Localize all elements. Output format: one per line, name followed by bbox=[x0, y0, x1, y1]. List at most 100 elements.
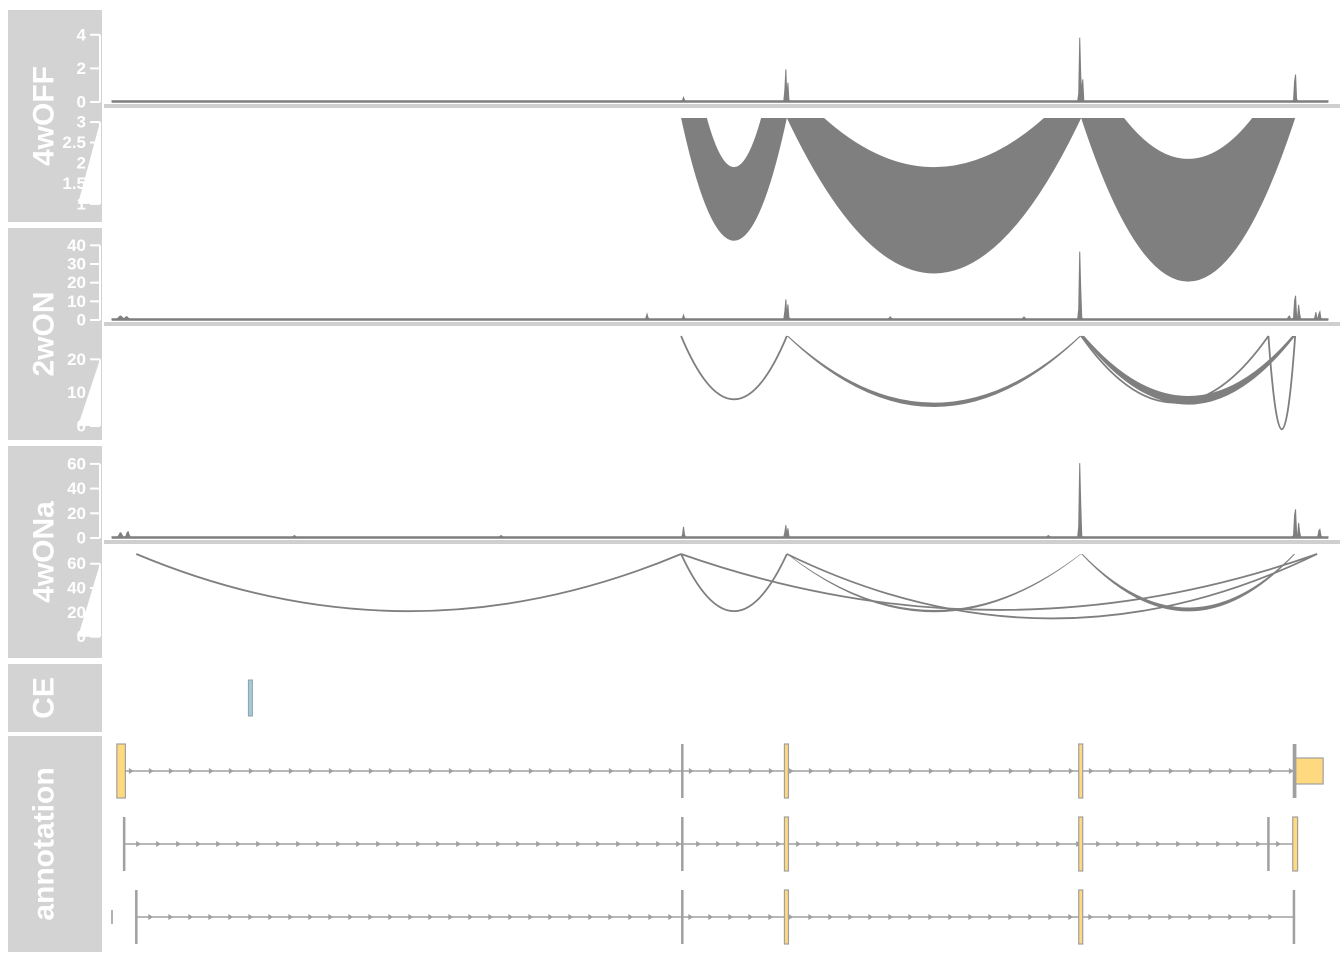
strand-arrow bbox=[808, 914, 813, 920]
strand-arrow bbox=[1169, 768, 1174, 774]
strand-arrow bbox=[589, 768, 594, 774]
strand-arrow bbox=[709, 768, 714, 774]
strand-arrow bbox=[276, 841, 281, 847]
strand-arrow bbox=[768, 914, 773, 920]
track-panels bbox=[104, 38, 1340, 944]
strand-arrow bbox=[928, 914, 933, 920]
strand-arrow bbox=[449, 768, 454, 774]
strand-arrow bbox=[468, 914, 473, 920]
strand-arrow bbox=[369, 768, 374, 774]
strand-arrow bbox=[549, 768, 554, 774]
strand-arrow bbox=[1009, 768, 1014, 774]
strand-arrow bbox=[848, 914, 853, 920]
junction-arc bbox=[136, 554, 681, 611]
strand-arrow bbox=[1189, 768, 1194, 774]
junction-arc bbox=[1081, 336, 1295, 405]
strand-arrow bbox=[849, 768, 854, 774]
strand-arrow bbox=[349, 768, 354, 774]
ce-region bbox=[248, 680, 252, 716]
strand-arrow bbox=[1008, 914, 1013, 920]
y-tick-label: 20 bbox=[67, 504, 86, 523]
strand-arrow bbox=[716, 841, 721, 847]
junction-arc bbox=[787, 554, 1081, 612]
strip-label: 4wOFF bbox=[28, 66, 61, 166]
strand-arrow bbox=[1096, 841, 1101, 847]
strand-arrow bbox=[1216, 841, 1221, 847]
y-tick-label: 10 bbox=[67, 383, 86, 402]
strand-arrow bbox=[329, 768, 334, 774]
strand-arrow bbox=[569, 768, 574, 774]
strand-arrow bbox=[628, 914, 633, 920]
strand-arrow bbox=[1256, 841, 1261, 847]
strand-arrow bbox=[1148, 914, 1153, 920]
coding-exon bbox=[1079, 890, 1083, 944]
strand-arrow bbox=[249, 768, 254, 774]
strand-arrow bbox=[409, 768, 414, 774]
strand-arrow bbox=[316, 841, 321, 847]
strand-arrow bbox=[789, 768, 794, 774]
y-tick-label: 60 bbox=[67, 554, 86, 573]
strand-arrow bbox=[976, 841, 981, 847]
strand-arrow bbox=[356, 841, 361, 847]
y-tick-label: 40 bbox=[67, 479, 86, 498]
strand-arrow bbox=[869, 768, 874, 774]
strand-arrow bbox=[616, 841, 621, 847]
strand-arrow bbox=[348, 914, 353, 920]
y-tick-label: 4 bbox=[77, 25, 87, 44]
strand-arrow bbox=[989, 768, 994, 774]
strand-arrow bbox=[1228, 914, 1233, 920]
strand-arrow bbox=[1129, 768, 1134, 774]
transcript-model bbox=[117, 744, 1323, 798]
strand-arrow bbox=[949, 768, 954, 774]
strand-arrow bbox=[908, 914, 913, 920]
strand-arrow bbox=[829, 768, 834, 774]
strand-arrow bbox=[1196, 841, 1201, 847]
strand-arrow bbox=[1268, 914, 1273, 920]
strand-arrow bbox=[796, 841, 801, 847]
y-tick-label: 0 bbox=[77, 93, 86, 112]
strand-arrow bbox=[889, 768, 894, 774]
strand-arrow bbox=[1276, 841, 1281, 847]
strand-arrow bbox=[1229, 768, 1234, 774]
strand-arrow bbox=[509, 768, 514, 774]
strand-arrow bbox=[188, 914, 193, 920]
strand-arrow bbox=[988, 914, 993, 920]
strand-arrow bbox=[136, 841, 141, 847]
y-tick-label: 3 bbox=[77, 113, 86, 132]
strand-arrow bbox=[1028, 914, 1033, 920]
strand-arrow bbox=[208, 914, 213, 920]
strand-arrow bbox=[956, 841, 961, 847]
y-tick-label: 1.5 bbox=[62, 174, 86, 193]
strand-arrow bbox=[588, 914, 593, 920]
strand-arrow bbox=[268, 914, 273, 920]
strand-arrow bbox=[149, 768, 154, 774]
strand-arrow bbox=[576, 841, 581, 847]
strand-arrow bbox=[309, 768, 314, 774]
strand-arrow bbox=[1208, 914, 1213, 920]
y-tick-label: 1 bbox=[77, 194, 86, 213]
strand-arrow bbox=[1049, 768, 1054, 774]
junction-arc bbox=[681, 554, 1317, 610]
strand-arrow bbox=[1069, 768, 1074, 774]
strand-arrow bbox=[1016, 841, 1021, 847]
y-tick-label: 20 bbox=[67, 603, 86, 622]
strand-arrow bbox=[1128, 914, 1133, 920]
strand-arrow bbox=[696, 841, 701, 847]
strand-arrow bbox=[428, 914, 433, 920]
strand-arrow bbox=[896, 841, 901, 847]
strand-arrow bbox=[649, 768, 654, 774]
strand-arrow bbox=[668, 914, 673, 920]
strand-arrow bbox=[689, 768, 694, 774]
strand-arrow bbox=[609, 768, 614, 774]
strand-arrow bbox=[788, 914, 793, 920]
strand-arrow bbox=[596, 841, 601, 847]
strand-arrow bbox=[388, 914, 393, 920]
track-separator bbox=[104, 540, 1340, 544]
strand-arrow bbox=[1068, 914, 1073, 920]
strand-arrow bbox=[1248, 914, 1253, 920]
strand-arrow bbox=[1236, 841, 1241, 847]
strand-arrow bbox=[656, 841, 661, 847]
coding-exon bbox=[1079, 817, 1083, 871]
y-tick-label: 20 bbox=[67, 273, 86, 292]
strand-arrow bbox=[736, 841, 741, 847]
